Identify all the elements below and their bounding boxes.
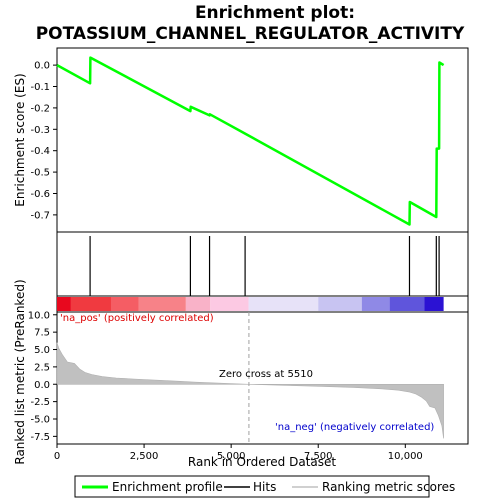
metric-y-tick-label: 10.0 — [28, 310, 50, 321]
ranking-metric-series — [56, 312, 444, 444]
metric-y-tick-label: 0.0 — [34, 380, 50, 391]
es-y-tick-label: 0.0 — [34, 61, 50, 72]
heatmap-segment — [424, 297, 444, 311]
metric-y-tick-label: -5.0 — [30, 414, 50, 425]
x-tick-label: 7,500 — [304, 451, 333, 462]
hit-markers — [89, 236, 440, 296]
heatmap-segment — [210, 297, 249, 311]
legend-label-enrichment-profile: Enrichment profile — [112, 480, 223, 494]
hits-panel-frame — [56, 231, 469, 297]
x-tick-label: 0 — [54, 451, 60, 462]
legend-label-hits: Hits — [253, 480, 276, 494]
zero-cross-label: Zero cross at 5510 — [219, 369, 313, 380]
metric-y-tick-label: -2.5 — [30, 397, 50, 408]
negative-correlation-label: 'na_neg' (negatively correlated) — [275, 422, 434, 433]
metric-y-axis-label: Ranked list metric (PreRanked) — [13, 279, 27, 464]
es-y-axis-label: Enrichment score (ES) — [13, 73, 27, 206]
metric-y-tick-label: -7.5 — [30, 432, 50, 443]
legend: Enrichment profile Hits Ranking metric s… — [74, 475, 455, 498]
es-y-ticks: 0.0 -0.1 -0.2 -0.3 -0.4 -0.5 -0.6 -0.7 — [30, 61, 57, 221]
metric-y-tick-label: 2.5 — [34, 362, 50, 373]
es-y-tick-label: -0.5 — [30, 168, 50, 179]
legend-box — [74, 475, 430, 498]
es-y-tick-label: -0.1 — [30, 82, 50, 93]
es-y-tick-label: -0.7 — [30, 210, 50, 221]
x-axis-label: Rank in Ordered Dataset — [188, 455, 336, 469]
heatmap-segment — [361, 297, 390, 311]
positive-correlation-label: 'na_pos' (positively correlated) — [60, 313, 214, 324]
enrichment-profile-series — [56, 56, 445, 226]
metric-panel-frame — [56, 311, 469, 445]
rank-heatmap — [57, 297, 444, 311]
es-y-tick-label: -0.3 — [30, 125, 50, 136]
es-y-tick-label: -0.2 — [30, 103, 50, 114]
x-tick-label: 2,500 — [130, 451, 159, 462]
es-y-tick-label: -0.6 — [30, 189, 50, 200]
heatmap-segment — [138, 297, 186, 311]
metric-y-ticks: 10.0 7.5 5.0 2.5 0.0 -2.5 -5.0 -7.5 — [28, 310, 57, 443]
es-y-tick-label: -0.4 — [30, 146, 50, 157]
heatmap-segment — [70, 297, 111, 311]
x-tick-label: 5,000 — [217, 451, 246, 462]
es-panel-frame — [56, 47, 469, 233]
heatmap-segment — [318, 297, 362, 311]
enrichment-profile-line — [56, 56, 445, 226]
x-axis-ticks: 0 2,500 5,000 7,500 10,000 — [54, 444, 423, 462]
metric-y-tick-label: 7.5 — [34, 328, 50, 339]
metric-y-tick-label: 5.0 — [34, 345, 50, 356]
heatmap-segment — [248, 297, 319, 311]
chart-title-line1: Enrichment plot: — [195, 3, 355, 23]
x-tick-label: 10,000 — [388, 451, 423, 462]
chart-title-line2: POTASSIUM_CHANNEL_REGULATOR_ACTIVITY — [36, 24, 465, 44]
heatmap-segment — [57, 297, 71, 311]
heatmap-segment — [185, 297, 211, 311]
heatmap-segment — [110, 297, 139, 311]
legend-label-ranking-metric: Ranking metric scores — [322, 480, 455, 494]
heatmap-segment — [389, 297, 425, 311]
